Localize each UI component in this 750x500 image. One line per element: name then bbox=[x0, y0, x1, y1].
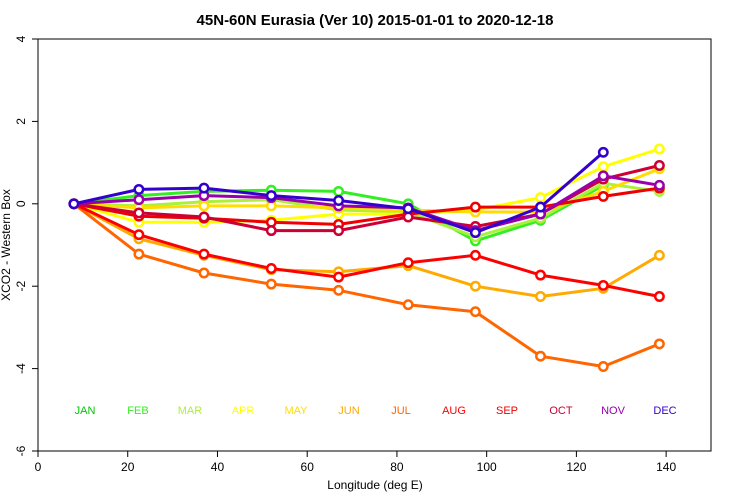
y-tick-label: -2 bbox=[14, 281, 28, 292]
data-point-jun bbox=[469, 280, 481, 292]
data-point-jun bbox=[535, 291, 546, 302]
legend-label-sep: SEP bbox=[496, 405, 518, 417]
y-axis-label: XCO2 - Western Box bbox=[0, 189, 13, 301]
data-point-apr bbox=[597, 161, 609, 173]
legend-label-jul: JUL bbox=[391, 405, 411, 417]
data-point-apr bbox=[535, 192, 546, 204]
legend-label-oct: OCT bbox=[549, 405, 573, 417]
y-tick-label: 0 bbox=[14, 200, 28, 207]
series-line-jul bbox=[72, 202, 660, 368]
data-point-oct bbox=[265, 225, 277, 237]
x-tick-label: 0 bbox=[35, 460, 42, 474]
series-dec bbox=[68, 146, 609, 239]
data-point-nov bbox=[133, 194, 145, 206]
data-point-jul bbox=[133, 248, 145, 260]
data-point-jul bbox=[653, 338, 665, 350]
data-point-jul bbox=[469, 306, 481, 318]
data-point-dec bbox=[469, 227, 481, 239]
data-point-jul bbox=[333, 284, 345, 296]
data-point-dec bbox=[333, 195, 345, 206]
data-point-feb bbox=[333, 185, 345, 197]
data-point-oct bbox=[653, 160, 665, 171]
data-point-aug bbox=[469, 249, 481, 261]
y-tick-label: 4 bbox=[14, 35, 28, 42]
legend-label-may: MAY bbox=[284, 405, 308, 417]
legend-label-apr: APR bbox=[232, 405, 255, 417]
data-point-dec bbox=[133, 183, 145, 195]
data-point-aug bbox=[402, 257, 414, 269]
data-point-aug bbox=[535, 269, 546, 281]
data-point-dec bbox=[68, 198, 80, 210]
series-line-aug bbox=[73, 202, 660, 298]
data-point-jul bbox=[265, 278, 277, 290]
data-point-jul bbox=[597, 361, 609, 372]
data-point-aug bbox=[653, 291, 665, 302]
data-point-jul bbox=[402, 299, 414, 311]
y-tick-label: -4 bbox=[14, 363, 28, 374]
data-point-sep bbox=[469, 201, 481, 213]
data-point-may bbox=[198, 200, 210, 212]
legend-label-dec: DEC bbox=[653, 405, 676, 417]
legend-label-jun: JUN bbox=[338, 405, 359, 417]
legend-label-aug: AUG bbox=[442, 405, 466, 417]
x-tick-label: 40 bbox=[211, 460, 225, 474]
chart-title: 45N-60N Eurasia (Ver 10) 2015-01-01 to 2… bbox=[197, 12, 554, 29]
series-jul bbox=[68, 198, 665, 372]
plot-frame bbox=[37, 38, 712, 452]
data-point-oct bbox=[333, 225, 345, 237]
data-point-nov bbox=[597, 170, 609, 182]
series-layer bbox=[68, 143, 665, 372]
y-tick-label: -6 bbox=[14, 445, 28, 456]
x-axis-label: Longitude (deg E) bbox=[327, 478, 422, 492]
series-line-sep bbox=[73, 186, 660, 226]
data-point-dec bbox=[597, 146, 609, 158]
data-point-aug bbox=[133, 229, 145, 241]
data-point-dec bbox=[535, 201, 546, 213]
data-point-aug bbox=[198, 248, 210, 260]
data-point-dec bbox=[402, 203, 414, 215]
x-tick-label: 100 bbox=[477, 460, 497, 474]
series-line-apr bbox=[73, 147, 660, 224]
series-line-nov bbox=[73, 174, 660, 233]
x-tick-label: 80 bbox=[390, 460, 404, 474]
data-point-oct bbox=[133, 207, 145, 219]
data-point-nov bbox=[653, 179, 665, 191]
data-point-sep bbox=[597, 190, 609, 202]
legend-label-jan: JAN bbox=[75, 405, 96, 417]
legend: JAN FEB MAR APR MAY JUN JUL AUG SEP OCT NOV DEC bbox=[75, 405, 677, 417]
data-point-jul bbox=[535, 350, 546, 362]
data-point-oct bbox=[198, 211, 210, 223]
y-tick-label: 2 bbox=[14, 118, 28, 125]
y-axis: -6 -4 -2 0 2 4 bbox=[14, 35, 38, 456]
data-point-aug bbox=[265, 263, 277, 274]
data-point-dec bbox=[265, 190, 277, 202]
x-tick-label: 60 bbox=[301, 460, 315, 474]
data-point-jul bbox=[198, 267, 210, 279]
legend-label-feb: FEB bbox=[127, 405, 148, 417]
x-tick-label: 140 bbox=[656, 460, 676, 474]
x-tick-label: 120 bbox=[566, 460, 586, 474]
data-point-aug bbox=[333, 271, 345, 283]
legend-label-nov: NOV bbox=[601, 405, 626, 417]
x-tick-label: 20 bbox=[121, 460, 135, 474]
data-point-apr bbox=[653, 143, 665, 155]
data-point-aug bbox=[597, 279, 609, 291]
data-point-dec bbox=[198, 182, 210, 194]
legend-label-mar: MAR bbox=[178, 405, 203, 417]
data-point-jun bbox=[653, 249, 665, 261]
x-axis: 0 20 40 60 80 100 120 140 bbox=[35, 451, 676, 474]
